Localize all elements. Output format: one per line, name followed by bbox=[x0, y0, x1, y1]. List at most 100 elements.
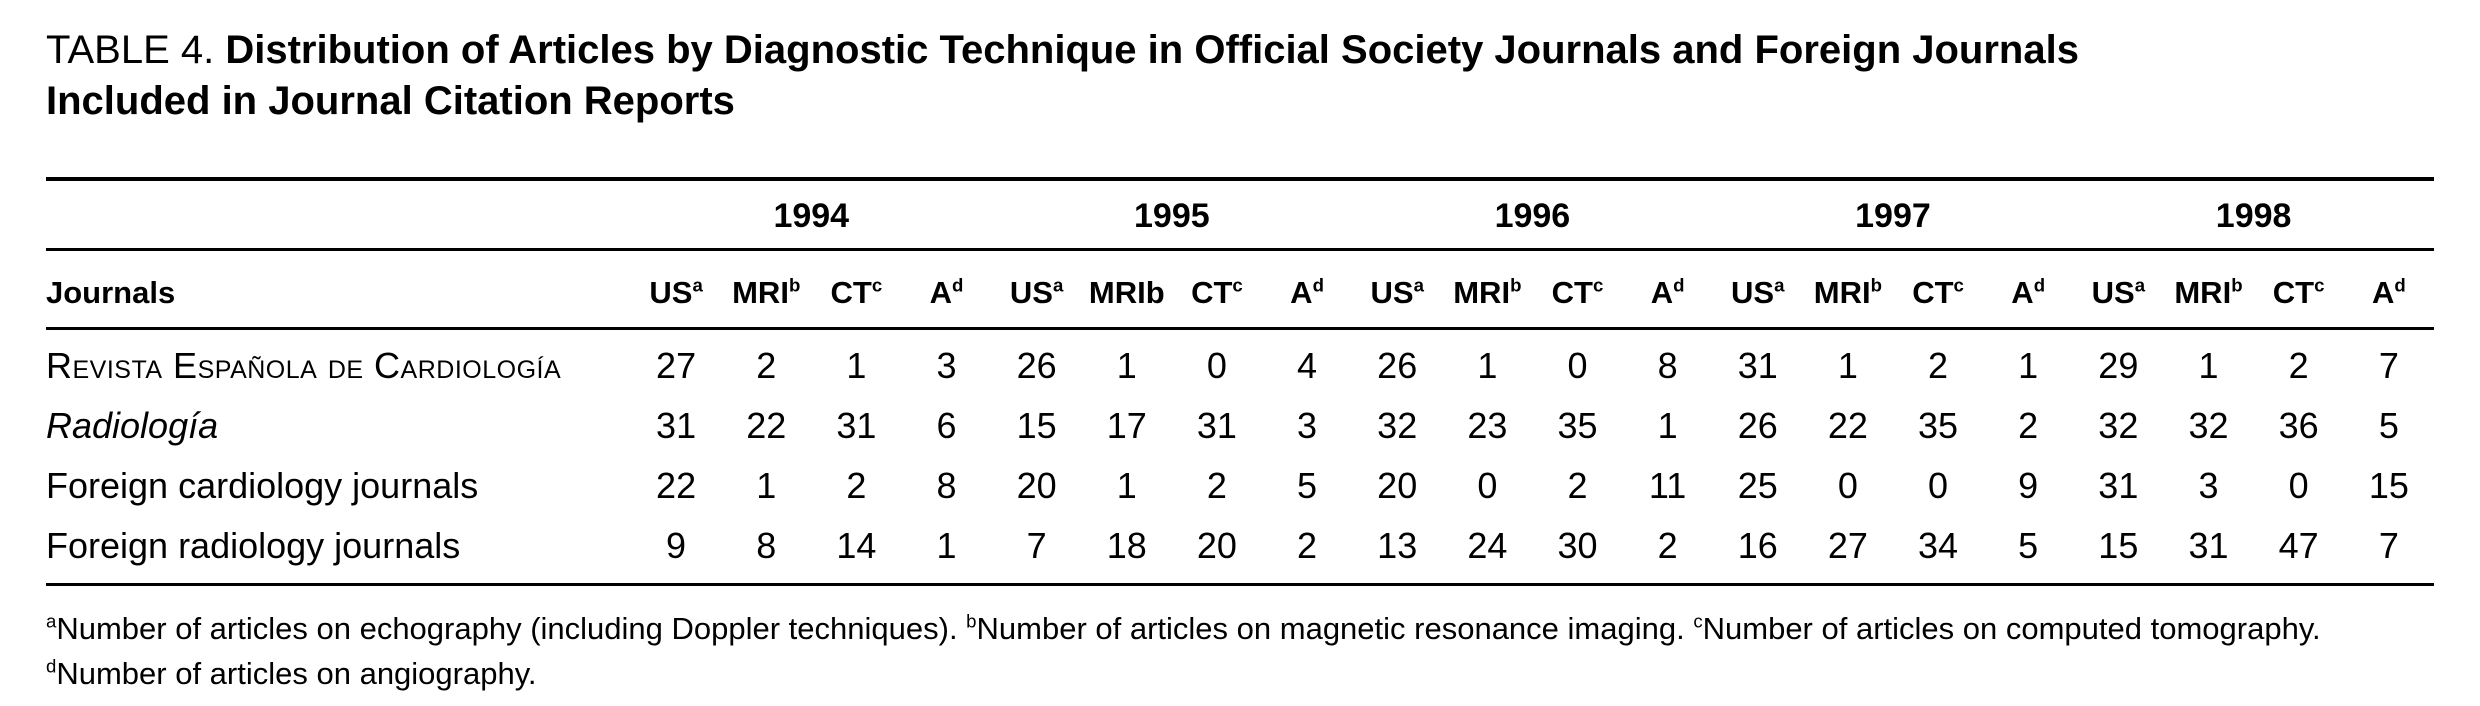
article-count: 31 bbox=[656, 404, 697, 446]
article-count: 3 bbox=[936, 344, 957, 386]
article-count: 15 bbox=[1016, 404, 1057, 446]
footnote-marker: b bbox=[1510, 274, 1522, 296]
year-header: 1994 bbox=[631, 176, 992, 251]
footnotes: aNumber of articles on echography (inclu… bbox=[46, 607, 2376, 697]
article-count: 20 bbox=[1377, 464, 1418, 506]
article-count: 8 bbox=[936, 464, 957, 506]
article-count: 5 bbox=[1983, 515, 2074, 586]
article-count: 4 bbox=[1297, 344, 1318, 386]
footnote-marker: c bbox=[1592, 274, 1604, 296]
article-count: 1 bbox=[2018, 344, 2039, 386]
article-count: 1 bbox=[846, 344, 867, 386]
footnote-marker: c bbox=[2314, 274, 2325, 296]
technique-column-header: USa bbox=[991, 249, 1082, 330]
data-table: 1994 1995 1996 1997 1998 Journals USa MRIb CTc Ad… bbox=[46, 176, 2434, 586]
table-caption-line1: Distribution of Articles by Diagnostic T… bbox=[225, 28, 2079, 72]
footnote-marker: d bbox=[1312, 274, 1324, 296]
article-count: 11 bbox=[1648, 464, 1687, 506]
journal-name: Radiología bbox=[46, 404, 219, 446]
footnote-marker: a bbox=[2134, 274, 2146, 296]
footnote-marker: b bbox=[2231, 274, 2243, 296]
article-count: 1 bbox=[1657, 404, 1678, 446]
article-count: 29 bbox=[2098, 344, 2139, 386]
year-header-spacer bbox=[46, 176, 631, 251]
article-count: 1 bbox=[901, 515, 992, 586]
article-count: 31 bbox=[2098, 464, 2139, 506]
article-count: 23 bbox=[1467, 404, 1508, 446]
technique-column-header: MRIb bbox=[2163, 249, 2254, 330]
article-count: 0 bbox=[1928, 464, 1949, 506]
article-count: 27 bbox=[656, 344, 697, 386]
footnote-text: Number of articles on computed tomograph… bbox=[1702, 610, 2321, 646]
technique-column-header: Ad bbox=[1261, 249, 1353, 330]
technique-column-header: Ad bbox=[1622, 249, 1713, 330]
article-count: 35 bbox=[1918, 404, 1959, 446]
article-count: 13 bbox=[1352, 515, 1443, 586]
year-header-row: 1994 1995 1996 1997 1998 bbox=[46, 176, 2434, 251]
year-header: 1996 bbox=[1352, 176, 1713, 251]
article-count: 35 bbox=[1557, 404, 1598, 446]
article-count: 9 bbox=[2018, 464, 2039, 506]
technique-column-header: CTc bbox=[1532, 249, 1623, 330]
footnote-marker: c bbox=[1693, 610, 1703, 632]
article-count: 15 bbox=[2073, 515, 2164, 586]
article-count: 1 bbox=[1116, 344, 1137, 386]
technique-column-header: USa bbox=[631, 249, 722, 330]
footnote-marker: b bbox=[788, 274, 801, 296]
article-count: 31 bbox=[2163, 515, 2254, 586]
article-count: 31 bbox=[1196, 404, 1237, 446]
technique-column-header: Ad bbox=[901, 249, 992, 330]
article-count: 14 bbox=[811, 515, 902, 586]
footnote-marker: d bbox=[2394, 274, 2406, 296]
article-count: 25 bbox=[1737, 464, 1778, 506]
table-row: Revista Española de Cardiología 27 2 1 3 26 1 0… bbox=[46, 328, 2434, 396]
article-count: 7 bbox=[2378, 344, 2399, 386]
footnote-marker: c bbox=[871, 274, 883, 296]
article-count: 2 bbox=[1622, 515, 1713, 586]
article-count: 26 bbox=[1377, 344, 1418, 386]
article-count: 15 bbox=[2368, 464, 2409, 506]
technique-column-header: CTc bbox=[811, 249, 902, 330]
table-row: Foreign cardiology journals 22 1 2 8 20 1 2 5 20 0… bbox=[46, 456, 2434, 516]
article-count: 1 bbox=[756, 464, 777, 506]
footnote-marker: d bbox=[2033, 274, 2046, 296]
technique-column-header: USa bbox=[1352, 249, 1443, 330]
article-count: 30 bbox=[1532, 515, 1623, 586]
footnote-marker: c bbox=[1232, 274, 1243, 296]
article-count: 0 bbox=[1567, 344, 1588, 386]
article-count: 6 bbox=[936, 404, 957, 446]
article-count: 22 bbox=[656, 464, 697, 506]
technique-column-header: MRIb bbox=[1802, 249, 1893, 330]
article-count: 0 bbox=[1477, 464, 1498, 506]
footnote-marker: d bbox=[952, 274, 964, 296]
article-count: 26 bbox=[1737, 404, 1778, 446]
article-count: 0 bbox=[2288, 464, 2309, 506]
technique-column-header: Ad bbox=[1983, 249, 2074, 330]
footnote-marker: a bbox=[1053, 274, 1064, 296]
article-count: 32 bbox=[2188, 404, 2229, 446]
technique-column-header: USa bbox=[2073, 249, 2164, 330]
article-count: 31 bbox=[1737, 344, 1778, 386]
article-count: 2 bbox=[846, 464, 867, 506]
article-count: 2 bbox=[1206, 464, 1227, 506]
table-row: Radiología 31 22 31 6 15 17 31 3 32 23 35 1 26 22 35 2 32… bbox=[46, 396, 2434, 456]
article-count: 22 bbox=[746, 404, 787, 446]
footnote-marker: d bbox=[46, 655, 57, 677]
year-header: 1995 bbox=[991, 176, 1353, 251]
technique-column-header: MRIb bbox=[1442, 249, 1533, 330]
article-count: 2 bbox=[2288, 344, 2309, 386]
journal-name: Revista Española de Cardiología bbox=[46, 344, 562, 386]
article-count: 5 bbox=[1297, 464, 1318, 506]
footnote-marker: a bbox=[1413, 274, 1424, 296]
table-number: TABLE 4. bbox=[46, 28, 215, 72]
footnote-marker: a bbox=[46, 610, 57, 632]
journal-name: Foreign cardiology journals bbox=[46, 464, 479, 506]
article-count: 8 bbox=[1657, 344, 1678, 386]
technique-column-header: USa bbox=[1712, 249, 1803, 330]
journal-name: Foreign radiology journals bbox=[46, 515, 631, 586]
footnote-text: Number of articles on angiography. bbox=[56, 655, 537, 691]
table-caption-line2: Included in Journal Citation Reports bbox=[46, 78, 735, 123]
article-count: 31 bbox=[836, 404, 877, 446]
article-count: 8 bbox=[721, 515, 812, 586]
